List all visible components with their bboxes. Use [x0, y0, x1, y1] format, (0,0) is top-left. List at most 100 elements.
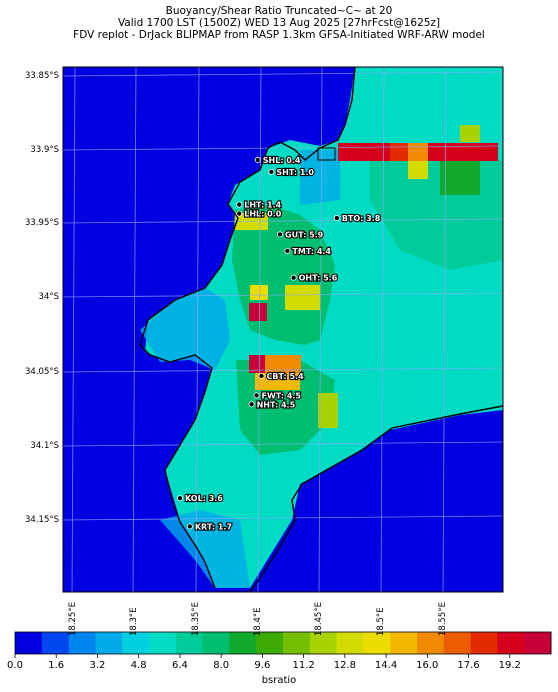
land-shade-west: [140, 288, 230, 370]
station-marker: [258, 372, 265, 379]
colorbar-swatch: [68, 632, 96, 654]
station-label: OHT: 5.6: [299, 274, 338, 283]
station-marker: [186, 523, 193, 530]
colorbar-tick-label: 19.2: [498, 660, 521, 671]
station-label: NHT: 4.5: [257, 400, 296, 409]
yellow-cell: [408, 161, 428, 179]
orange-cell: [408, 143, 428, 161]
station-label: KRT: 1.7: [195, 522, 232, 531]
title-line-3: FDV replot - DrJack BLIPMAP from RASP 1.…: [73, 29, 485, 41]
lon-tick-label: 18.55°E: [438, 602, 448, 636]
land-green-patch-nw: [440, 160, 480, 195]
coastline: [139, 67, 356, 589]
lon-tick-label: 18.25°E: [68, 602, 78, 636]
station-label: CBT: 5.4: [266, 372, 304, 381]
title-line-1: Buoyancy/Shear Ratio Truncated~C~ at 20: [165, 5, 393, 17]
colorbar-tick-label: 4.8: [130, 660, 147, 671]
station-label-halo: GUT: 5.9: [285, 230, 324, 239]
lon-tick-label: 18.45°E: [314, 602, 324, 636]
station-label-halo: LHL: 0.0: [244, 210, 281, 219]
lat-tick-label: 34°S: [38, 292, 59, 302]
station-label-halo: NHT: 4.5: [257, 400, 296, 409]
station-label-halo: TMT: 4.4: [292, 247, 331, 256]
title-line-2: Valid 1700 LST (1500Z) WED 13 Aug 2025 […: [117, 17, 441, 29]
land-yellow-patch-1: [285, 285, 320, 310]
colorbar-swatch: [95, 632, 123, 654]
land-yellow-patch-5: [460, 125, 480, 142]
station-label-halo: FWT: 4.5: [262, 391, 302, 400]
station-label: LHT: 1.4: [244, 201, 281, 210]
colorbar-tick-label: 6.4: [171, 660, 188, 671]
graticule: [63, 67, 503, 592]
station-marker: [277, 231, 284, 238]
colorbar-swatch: [229, 632, 257, 654]
station-marker: [253, 392, 260, 399]
station-label: KOL: 3.6: [185, 494, 223, 503]
robben-like-island: [317, 147, 336, 161]
lon-tick-label: 18.4°E: [253, 607, 263, 636]
station-marker: [254, 156, 261, 163]
lat-tick-label: 34.1°S: [30, 441, 59, 451]
station-label: LHL: 0.0: [244, 210, 281, 219]
station-label-halo: KRT: 1.7: [195, 522, 232, 531]
lat-tick-label: 33.85°S: [25, 71, 59, 81]
red-band-accent: [390, 143, 408, 161]
station-label-halo: CBT: 5.4: [266, 372, 304, 381]
land-orange-patch: [255, 370, 300, 390]
station-marker: [333, 215, 340, 222]
orange-cell-south: [265, 355, 301, 373]
colorbar-swatch: [149, 632, 177, 654]
colorbar-swatch: [390, 632, 418, 654]
colorbar-tick-label: 1.6: [48, 660, 65, 671]
colorbar: [14, 631, 552, 658]
plot-frame: [62, 66, 504, 593]
colorbar-swatch: [443, 632, 472, 654]
station-label: GUT: 5.9: [285, 230, 324, 239]
land-shade-south: [160, 510, 250, 588]
station-marker: [248, 401, 255, 408]
red-cell-center: [249, 303, 267, 321]
colorbar-tick-label: 8.0: [213, 660, 230, 671]
station-label: BTO: 3.8: [342, 214, 381, 223]
station-marker: [176, 495, 183, 502]
station-label-halo: SHL: 0.4: [263, 156, 301, 165]
colorbar-tick-label: 17.6: [457, 660, 480, 671]
station-label-halo: BTO: 3.8: [342, 214, 381, 223]
station-marker: [284, 247, 291, 254]
lon-tick-label: 18.3°E: [129, 607, 139, 636]
station-label-halo: KOL: 3.6: [185, 494, 223, 503]
colorbar-tick-label: 3.2: [89, 660, 106, 671]
colorbar-swatch: [363, 632, 391, 654]
station-label: SHT: 1.0: [276, 168, 314, 177]
land-yellow-patch-2: [250, 285, 268, 300]
coastline-east: [249, 405, 503, 592]
colorbar-swatch: [283, 632, 311, 654]
land-shade-north: [300, 150, 340, 205]
colorbar-swatch: [417, 632, 445, 654]
land-yellow-patch-3: [318, 393, 338, 428]
colorbar-tick-label: 16.0: [416, 660, 439, 671]
colorbar-label: bsratio: [261, 675, 297, 686]
colorbar-swatch: [15, 632, 43, 654]
station-marker: [236, 201, 243, 208]
colorbar-swatch: [175, 632, 204, 654]
lat-tick-label: 34.15°S: [25, 515, 59, 525]
colorbar-swatch: [41, 632, 70, 654]
colorbar-swatch: [336, 632, 364, 654]
colorbar-swatch: [470, 632, 498, 654]
station-marker: [236, 210, 243, 217]
colorbar-tick-label: 11.2: [292, 660, 315, 671]
station-label-halo: SHT: 1.0: [276, 168, 314, 177]
colorbar-tick-label: 14.4: [374, 660, 398, 671]
lon-tick-label: 18.5°E: [376, 607, 386, 636]
station-label-halo: LHT: 1.4: [244, 201, 281, 210]
colorbar-swatch: [202, 632, 230, 654]
station-label: FWT: 4.5: [262, 391, 302, 400]
station-label-halo: OHT: 5.6: [299, 274, 338, 283]
colorbar-swatch: [309, 632, 338, 654]
colorbar-tick-label: 9.6: [254, 660, 271, 671]
station-label: SHL: 0.4: [263, 156, 301, 165]
colorbar-swatch: [122, 632, 150, 654]
